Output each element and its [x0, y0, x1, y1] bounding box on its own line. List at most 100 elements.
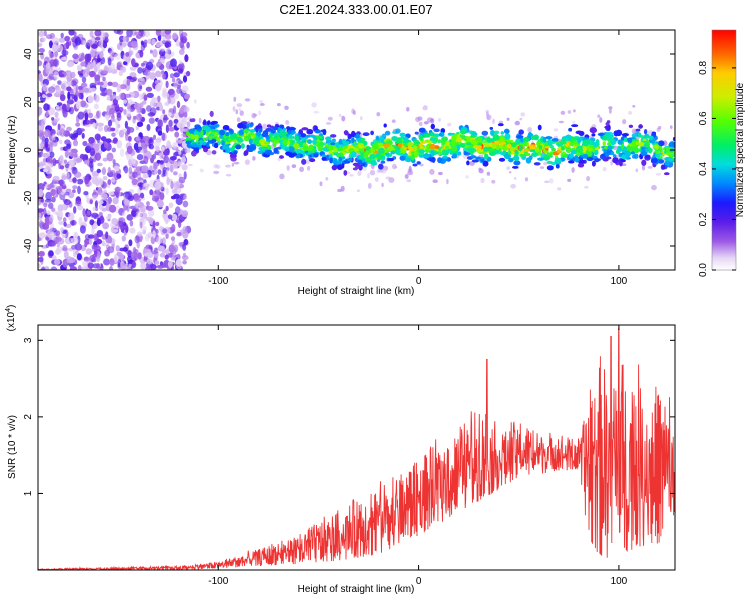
- heatmap-cell: [124, 191, 133, 200]
- heatmap-cell: [97, 186, 103, 193]
- heatmap-cell: [54, 111, 59, 118]
- heatmap-cell: [137, 67, 143, 74]
- heatmap-cell: [413, 151, 419, 158]
- heatmap-cell: [45, 147, 50, 152]
- heatmap-cell: [173, 118, 179, 124]
- heatmap-cell: [523, 141, 528, 147]
- heatmap-cell: [66, 256, 73, 264]
- heatmap-cell: [537, 124, 542, 131]
- heatmap-cell: [62, 245, 68, 251]
- heatmap-cell: [450, 150, 456, 154]
- heatmap-cell: [321, 154, 326, 158]
- heatmap-cell: [106, 152, 114, 162]
- heatmap-cell: [167, 97, 172, 104]
- heatmap-cell: [333, 148, 338, 153]
- heatmap-cell: [416, 161, 421, 165]
- heatmap-cell: [513, 160, 521, 166]
- heatmap-cell: [105, 111, 110, 116]
- heatmap-cell: [470, 155, 477, 159]
- heatmap-cell: [67, 212, 75, 221]
- heatmap-cell: [450, 146, 458, 152]
- heatmap-cell: [370, 159, 377, 166]
- heatmap-cell: [237, 122, 244, 129]
- heatmap-cell: [93, 233, 98, 242]
- heatmap-cell: [143, 155, 149, 165]
- heatmap-cell: [196, 127, 203, 132]
- heatmap-cell: [412, 163, 418, 167]
- heatmap-cell: [63, 221, 67, 227]
- heatmap-cell: [122, 99, 128, 104]
- heatmap-cell: [173, 105, 177, 114]
- heatmap-cell: [59, 128, 66, 137]
- heatmap-cell: [620, 136, 625, 141]
- heatmap-cell: [635, 128, 641, 132]
- heatmap-cell: [56, 102, 63, 106]
- heatmap-cell: [497, 123, 504, 127]
- heatmap-cell: [38, 256, 44, 263]
- heatmap-cell: [236, 103, 243, 108]
- heatmap-cell: [264, 141, 270, 145]
- heatmap-cell: [187, 163, 193, 167]
- heatmap-cell: [101, 168, 106, 175]
- heatmap-cell: [430, 150, 435, 157]
- heatmap-cell: [560, 110, 566, 115]
- heatmap-cell: [215, 164, 221, 169]
- heatmap-cell: [101, 70, 109, 74]
- heatmap-cell: [338, 113, 342, 118]
- heatmap-cell: [510, 142, 517, 148]
- heatmap-cell: [225, 132, 230, 137]
- heatmap-cell: [46, 210, 51, 216]
- heatmap-cell: [162, 73, 166, 80]
- heatmap-cell: [267, 124, 271, 128]
- heatmap-cell: [106, 96, 111, 101]
- heatmap-cell: [79, 128, 85, 132]
- heatmap-cell: [244, 137, 249, 141]
- heatmap-cell: [44, 137, 49, 144]
- heatmap-cell: [612, 157, 619, 164]
- heatmap-cell: [170, 156, 177, 161]
- heatmap-cell: [322, 147, 328, 152]
- heatmap-cell: [547, 136, 551, 140]
- heatmap-cell: [157, 95, 161, 103]
- heatmap-cell: [132, 115, 137, 120]
- heatmap-cell: [113, 30, 121, 34]
- heatmap-cell: [167, 260, 173, 268]
- heatmap-cell: [284, 105, 289, 111]
- heatmap-cell: [441, 139, 446, 146]
- heatmap-cell: [58, 156, 64, 165]
- heatmap-cell: [66, 172, 70, 180]
- heatmap-cell: [399, 155, 406, 161]
- heatmap-cell: [49, 151, 55, 158]
- heatmap-cell: [165, 124, 169, 133]
- heatmap-cell: [286, 165, 290, 171]
- heatmap-cell: [464, 136, 472, 140]
- heatmap-cell: [143, 39, 148, 45]
- heatmap-cell: [193, 130, 198, 136]
- heatmap-cell: [64, 35, 70, 42]
- heatmap-cell: [301, 133, 306, 138]
- heatmap-cell: [122, 36, 127, 42]
- heatmap-cell: [304, 159, 311, 165]
- heatmap-cell: [69, 133, 75, 139]
- heatmap-cell: [54, 258, 61, 266]
- heatmap-cell: [102, 41, 108, 49]
- heatmap-cell: [102, 76, 106, 82]
- heatmap-cell: [302, 145, 309, 152]
- heatmap-cell: [42, 83, 48, 92]
- heatmap-cell: [89, 118, 93, 125]
- heatmap-cell: [523, 148, 530, 153]
- heatmap-cell: [249, 132, 255, 136]
- heatmap-cell: [98, 178, 104, 186]
- heatmap-cell: [404, 174, 409, 179]
- heatmap-cell: [74, 243, 83, 251]
- heatmap-cell: [123, 165, 129, 174]
- heatmap-cell: [80, 62, 86, 67]
- heatmap-cell: [430, 123, 435, 130]
- heatmap-cell: [236, 117, 241, 123]
- heatmap-cell: [183, 194, 187, 200]
- heatmap-cell: [658, 140, 665, 147]
- heatmap-cell: [135, 113, 143, 121]
- heatmap-cell: [347, 133, 352, 139]
- heatmap-cell: [74, 171, 82, 178]
- heatmap-cell: [149, 72, 157, 80]
